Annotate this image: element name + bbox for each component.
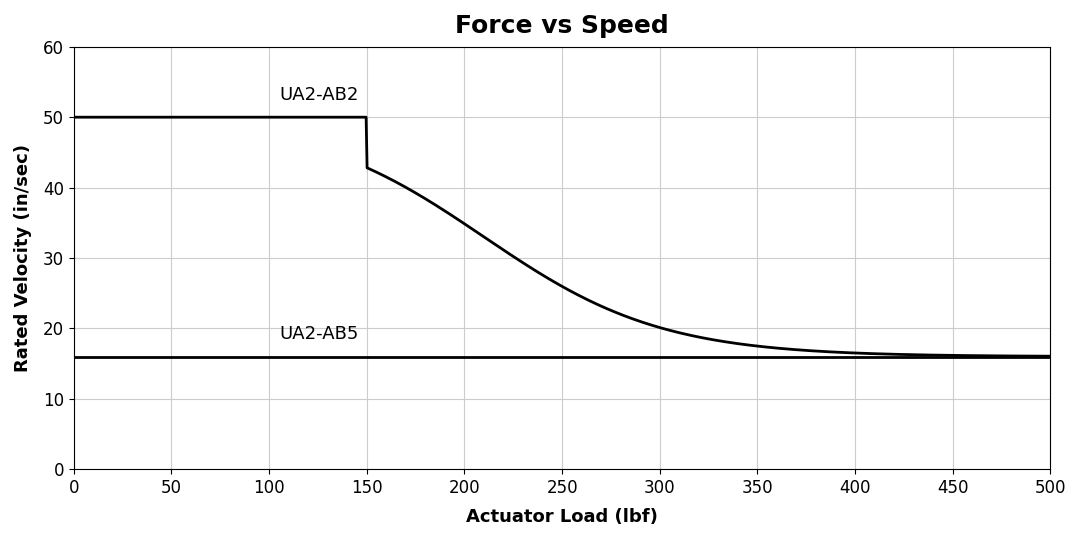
- Title: Force vs Speed: Force vs Speed: [456, 14, 669, 38]
- Text: UA2-AB2: UA2-AB2: [279, 86, 359, 104]
- Y-axis label: Rated Velocity (in/sec): Rated Velocity (in/sec): [14, 144, 32, 372]
- Text: UA2-AB5: UA2-AB5: [279, 325, 359, 343]
- X-axis label: Actuator Load (lbf): Actuator Load (lbf): [467, 508, 658, 526]
